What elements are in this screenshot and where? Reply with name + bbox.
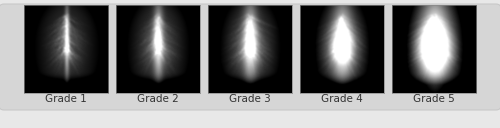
Text: Grade 5: Grade 5 xyxy=(413,94,455,104)
Text: Grade 3: Grade 3 xyxy=(229,94,271,104)
Text: Grade 2: Grade 2 xyxy=(137,94,179,104)
FancyBboxPatch shape xyxy=(0,4,500,110)
Text: Grade 4: Grade 4 xyxy=(321,94,363,104)
Text: Grade 1: Grade 1 xyxy=(45,94,87,104)
